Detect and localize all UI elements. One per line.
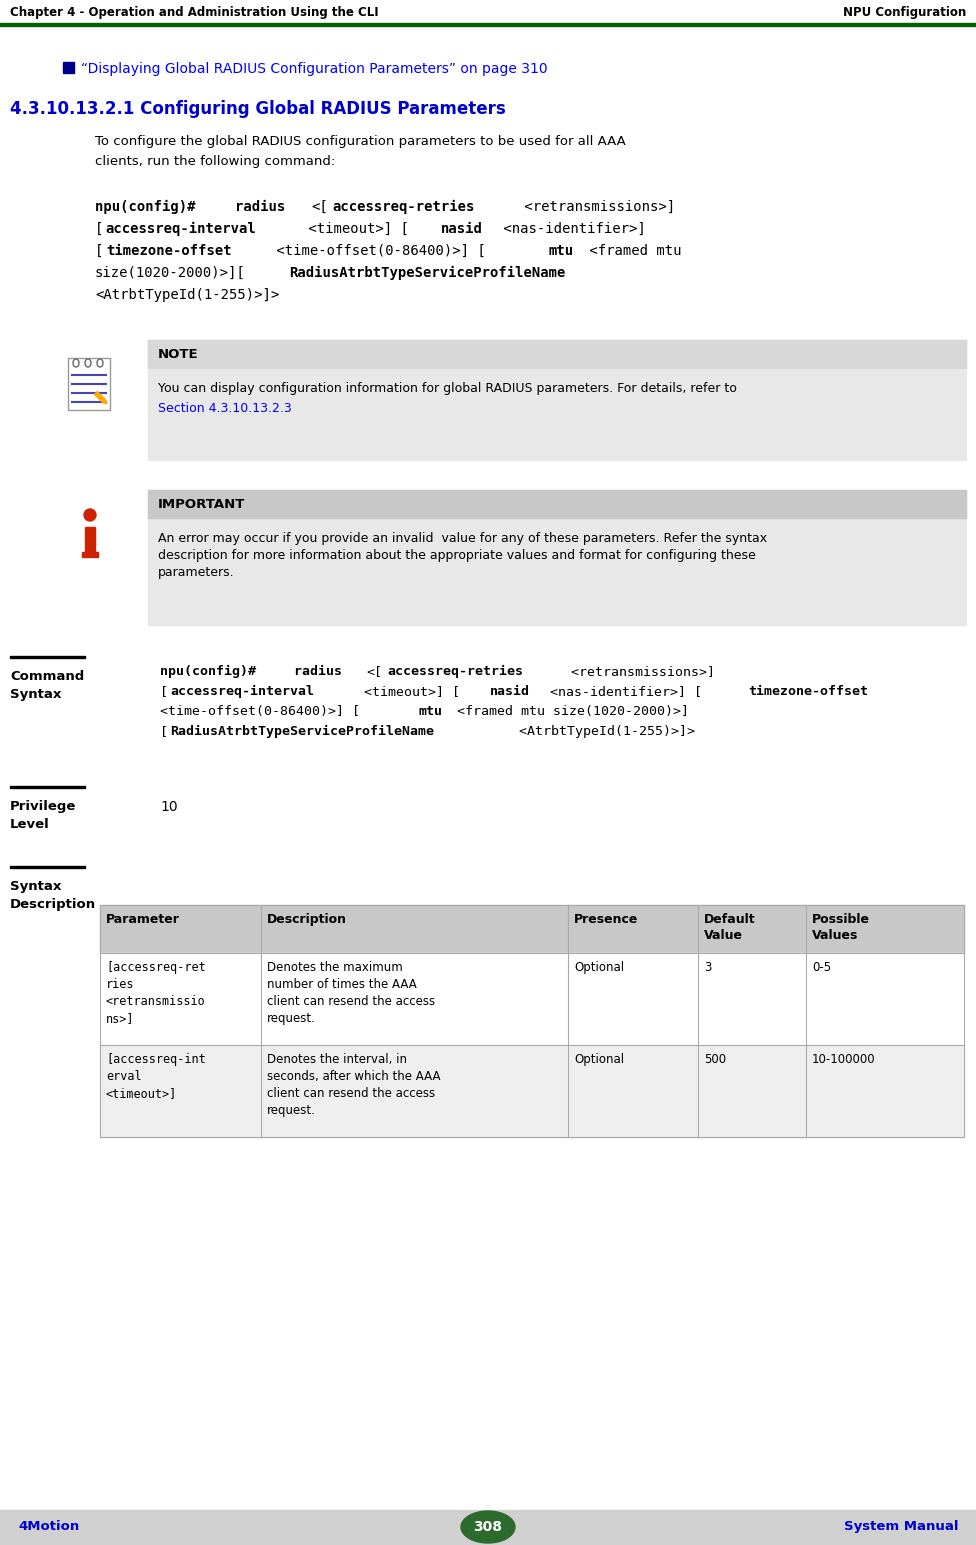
Text: [accessreq-int
erval
<timeout>]: [accessreq-int erval <timeout>] [106,1054,206,1100]
Text: [: [ [95,222,103,236]
Text: NPU Configuration: NPU Configuration [842,6,966,19]
Text: Presence: Presence [574,913,638,925]
Text: Optional: Optional [574,961,624,973]
Text: size(1020-2000)>][: size(1020-2000)>][ [95,266,246,280]
Text: You can display configuration information for global RADIUS parameters. For deta: You can display configuration informatio… [158,382,737,396]
Text: <timeout>] [: <timeout>] [ [356,684,460,698]
Bar [85,527,95,555]
Text: <time-offset(0-86400)>] [: <time-offset(0-86400)>] [ [160,705,360,718]
Bar [100,905,964,1137]
Text: accessreq-interval: accessreq-interval [171,684,314,698]
Text: [accessreq-ret
ries
<retransmissio
ns>]: [accessreq-ret ries <retransmissio ns>] [106,961,206,1024]
Bar [82,552,98,558]
Bar [100,1044,964,1137]
Text: nasid: nasid [441,222,483,236]
Text: Section 4.3.10.13.2.3: Section 4.3.10.13.2.3 [158,402,292,416]
Text: accessreq-retries: accessreq-retries [333,199,475,215]
Text: [: [ [160,725,168,739]
FancyArrow shape [95,391,106,403]
Text: 10: 10 [160,800,178,814]
Text: Syntax
Description: Syntax Description [10,881,96,912]
Text: <retransmissions>]: <retransmissions>] [516,199,675,215]
Text: Denotes the interval, in
seconds, after which the AAA
client can resend the acce: Denotes the interval, in seconds, after … [267,1054,440,1117]
Text: 308: 308 [473,1520,503,1534]
Text: <timeout>] [: <timeout>] [ [301,222,409,236]
Text: mtu: mtu [549,244,574,258]
Text: An error may occur if you provide an invalid  value for any of these parameters.: An error may occur if you provide an inv… [158,531,767,545]
Bar [0,23,976,26]
Bar [148,340,966,460]
Text: npu(config)#: npu(config)# [95,199,204,215]
Bar [0,1509,976,1545]
Text: timezone-offset: timezone-offset [105,244,231,258]
Ellipse shape [84,508,96,521]
Bar [10,785,85,788]
Ellipse shape [461,1511,515,1543]
Text: Default
Value: Default Value [704,913,755,942]
Bar [148,490,966,626]
Ellipse shape [97,358,103,368]
Text: IMPORTANT: IMPORTANT [158,497,245,511]
Text: <[: <[ [366,664,383,678]
Text: 10-100000: 10-100000 [812,1054,875,1066]
Text: <nas-identifier>] [: <nas-identifier>] [ [542,684,702,698]
Bar [10,865,85,868]
Text: “Displaying Global RADIUS Configuration Parameters” on page 310: “Displaying Global RADIUS Configuration … [81,62,548,76]
Ellipse shape [73,358,79,368]
Text: Privilege
Level: Privilege Level [10,800,76,831]
Text: timezone-offset: timezone-offset [749,684,869,698]
Text: RadiusAtrbtTypeServiceProfileName: RadiusAtrbtTypeServiceProfileName [171,725,434,739]
Text: [: [ [95,244,103,258]
Text: 500: 500 [704,1054,726,1066]
Text: Command
Syntax: Command Syntax [10,671,84,701]
Text: <retransmissions>]: <retransmissions>] [562,664,714,678]
Bar [148,340,966,368]
Text: <framed mtu size(1020-2000)>]: <framed mtu size(1020-2000)>] [449,705,689,718]
Text: <AtrbtTypeId(1-255)>]>: <AtrbtTypeId(1-255)>]> [511,725,695,739]
Text: Description: Description [267,913,347,925]
Text: 4.3.10.13.2.1 Configuring Global RADIUS Parameters: 4.3.10.13.2.1 Configuring Global RADIUS … [10,100,506,117]
Text: mtu: mtu [418,705,442,718]
Text: Chapter 4 - Operation and Administration Using the CLI: Chapter 4 - Operation and Administration… [10,6,379,19]
Text: accessreq-interval: accessreq-interval [105,222,257,236]
Text: To configure the global RADIUS configuration parameters to be used for all AAA
c: To configure the global RADIUS configura… [95,134,626,168]
Text: <framed mtu: <framed mtu [582,244,682,258]
Text: <nas-identifier>]: <nas-identifier>] [495,222,645,236]
Text: Parameter: Parameter [106,913,180,925]
Text: Optional: Optional [574,1054,624,1066]
Text: accessreq-retries: accessreq-retries [387,664,523,678]
Text: RadiusAtrbtTypeServiceProfileName: RadiusAtrbtTypeServiceProfileName [290,266,566,280]
Text: Denotes the maximum
number of times the AAA
client can resend the access
request: Denotes the maximum number of times the … [267,961,435,1024]
Bar [63,62,74,73]
Text: NOTE: NOTE [158,348,199,362]
Bar [10,655,85,658]
Text: 3: 3 [704,961,712,973]
Ellipse shape [85,358,91,368]
Text: 0-5: 0-5 [812,961,832,973]
Bar [148,490,966,518]
Bar [100,905,964,953]
Text: Possible
Values: Possible Values [812,913,870,942]
Text: System Manual: System Manual [843,1520,958,1533]
Text: 4Motion: 4Motion [18,1520,79,1533]
Text: radius: radius [235,199,294,215]
Text: radius: radius [294,664,350,678]
Text: description for more information about the appropriate values and format for con: description for more information about t… [158,548,755,562]
Bar [68,358,110,409]
Bar [100,953,964,1044]
Text: nasid: nasid [490,684,530,698]
Text: parameters.: parameters. [158,565,234,579]
Text: npu(config)#: npu(config)# [160,664,264,678]
Text: <[: <[ [311,199,328,215]
Text: <AtrbtTypeId(1-255)>]>: <AtrbtTypeId(1-255)>]> [95,287,279,301]
Text: [: [ [160,684,168,698]
Text: <time-offset(0-86400)>] [: <time-offset(0-86400)>] [ [267,244,486,258]
